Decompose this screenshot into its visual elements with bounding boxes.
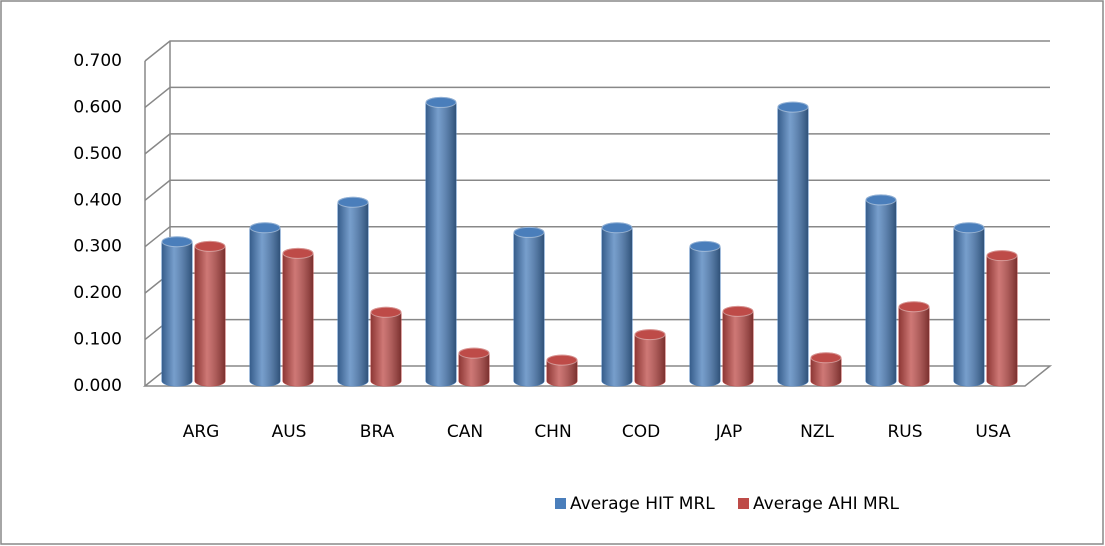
x-tick-label: RUS xyxy=(887,422,922,442)
bar-cap xyxy=(634,329,666,341)
bar-cap xyxy=(777,101,809,113)
legend-swatch xyxy=(555,498,566,509)
x-tick-label: BRA xyxy=(360,422,395,442)
bar-cap xyxy=(370,306,402,318)
legend-label: Average AHI MRL xyxy=(753,494,900,514)
bar-shade xyxy=(899,301,929,386)
bar-cap xyxy=(458,347,490,359)
bar-cap xyxy=(953,222,985,234)
bar-shade xyxy=(602,222,632,386)
legend-swatch xyxy=(738,498,749,509)
bar-shade xyxy=(866,194,896,386)
x-tick-label: USA xyxy=(975,422,1011,442)
bar-shade xyxy=(426,97,456,386)
y-tick-label: 0.400 xyxy=(73,190,122,210)
bar-cap xyxy=(601,222,633,234)
bar-shade xyxy=(987,250,1017,386)
bar-cap xyxy=(898,301,930,313)
bar-shade xyxy=(635,329,665,386)
bar-cap xyxy=(513,226,545,238)
y-tick-label: 0.600 xyxy=(73,97,122,117)
bar-cap xyxy=(546,354,578,366)
bar-shade xyxy=(283,248,313,386)
y-tick-label: 0.500 xyxy=(73,144,122,164)
bar-cap xyxy=(425,96,457,108)
x-tick-label: JAP xyxy=(715,422,743,442)
bar-shade xyxy=(162,236,192,386)
bar-cap xyxy=(722,305,754,317)
x-tick-label: COD xyxy=(622,422,660,442)
bar-shade xyxy=(195,241,225,386)
bar-cap xyxy=(865,194,897,206)
bar-cap xyxy=(249,222,281,234)
legend-label: Average HIT MRL xyxy=(570,494,715,514)
y-tick-label: 0.100 xyxy=(73,330,122,350)
bar-cap xyxy=(161,236,193,248)
bar-cap xyxy=(810,352,842,364)
bar-shade xyxy=(778,102,808,387)
x-tick-label: CHN xyxy=(534,422,571,442)
x-tick-label: CAN xyxy=(447,422,483,442)
bar-shade xyxy=(690,241,720,386)
bar-cap xyxy=(986,250,1018,262)
bar-shade xyxy=(250,222,280,386)
x-tick-label: AUS xyxy=(272,422,307,442)
bar-cap xyxy=(194,240,226,252)
bar-shade xyxy=(514,227,544,386)
bar-shade xyxy=(954,222,985,386)
y-tick-label: 0.700 xyxy=(73,51,122,71)
bar-shade xyxy=(338,197,368,386)
y-tick-label: 0.300 xyxy=(73,237,122,257)
y-tick-label: 0.000 xyxy=(73,376,122,396)
bar-shade xyxy=(723,306,753,386)
x-tick-label: ARG xyxy=(183,422,220,442)
bar-shade xyxy=(459,348,489,386)
bar-cap xyxy=(689,240,721,252)
y-tick-label: 0.200 xyxy=(73,283,122,303)
bar-shade xyxy=(371,307,401,386)
bar-cap xyxy=(337,196,369,208)
x-tick-label: NZL xyxy=(800,422,834,442)
bar-cap xyxy=(282,247,314,259)
